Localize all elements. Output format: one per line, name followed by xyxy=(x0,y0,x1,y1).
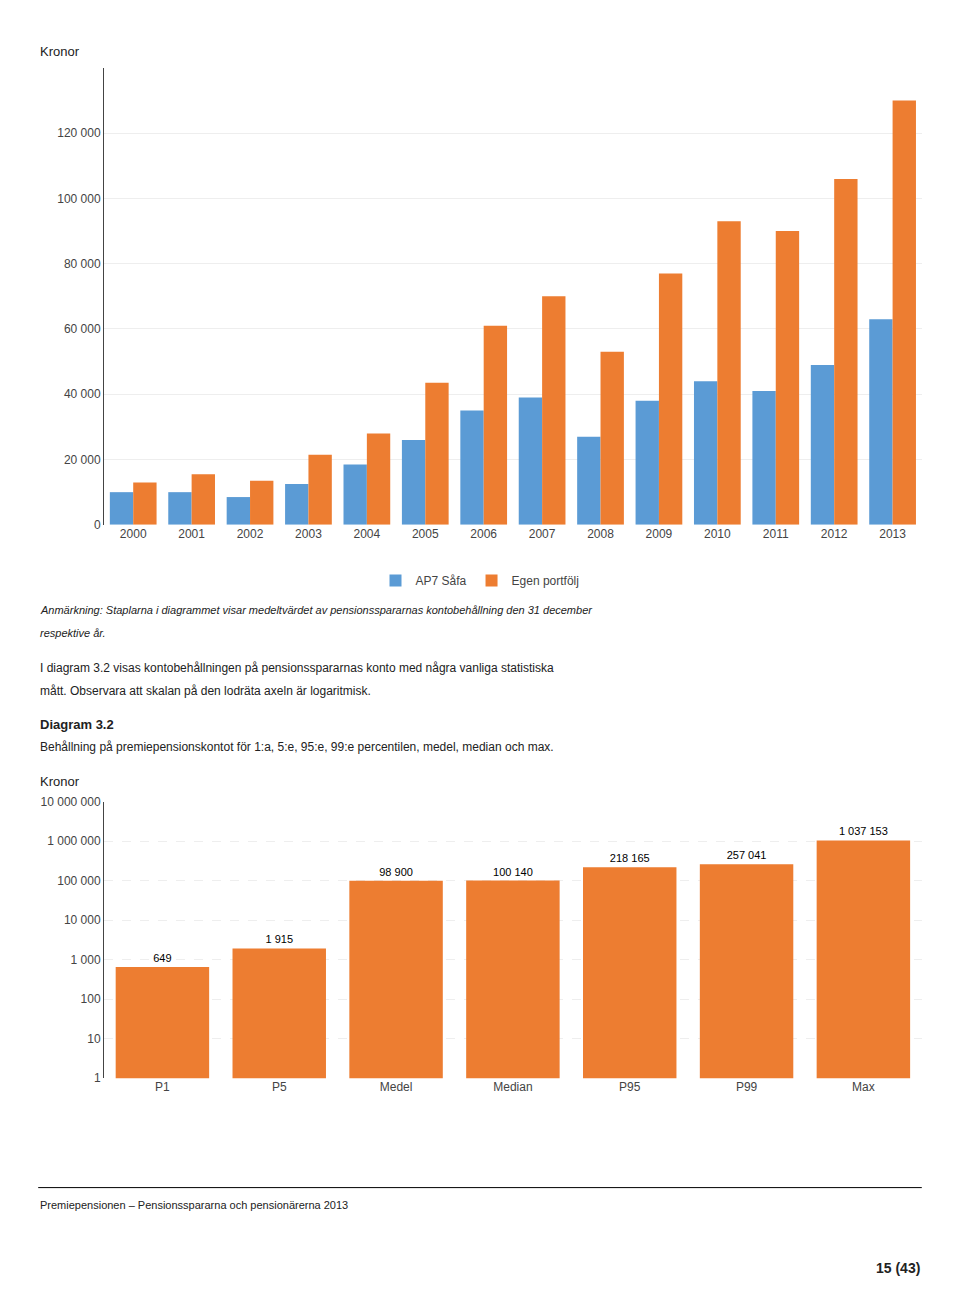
svg-text:Max: Max xyxy=(852,1080,875,1094)
svg-text:Kronor: Kronor xyxy=(40,774,80,789)
svg-text:1 000: 1 000 xyxy=(71,953,101,967)
svg-text:10 000: 10 000 xyxy=(64,913,101,927)
svg-text:10: 10 xyxy=(87,1032,101,1046)
svg-text:2013: 2013 xyxy=(879,527,906,541)
svg-text:2000: 2000 xyxy=(120,527,147,541)
svg-text:2010: 2010 xyxy=(704,527,731,541)
svg-text:mått. Observara att skalan på: mått. Observara att skalan på den lodrät… xyxy=(40,684,371,698)
svg-text:10 000 000: 10 000 000 xyxy=(41,795,101,809)
svg-text:0: 0 xyxy=(94,518,101,532)
svg-text:2012: 2012 xyxy=(821,527,848,541)
svg-text:Egen portfölj: Egen portfölj xyxy=(512,574,579,588)
svg-text:2001: 2001 xyxy=(178,527,205,541)
svg-text:2004: 2004 xyxy=(354,527,381,541)
svg-text:Diagram 3.2: Diagram 3.2 xyxy=(40,717,114,732)
svg-text:15 (43): 15 (43) xyxy=(876,1260,920,1276)
svg-text:Medel: Medel xyxy=(380,1080,413,1094)
svg-text:P95: P95 xyxy=(619,1080,641,1094)
svg-text:2005: 2005 xyxy=(412,527,439,541)
svg-text:AP7 Såfa: AP7 Såfa xyxy=(416,574,467,588)
svg-text:98 900: 98 900 xyxy=(379,866,413,878)
svg-text:respektive år.: respektive år. xyxy=(40,627,106,639)
svg-text:2006: 2006 xyxy=(470,527,497,541)
svg-text:1 000 000: 1 000 000 xyxy=(47,834,101,848)
svg-text:Premiepensionen – Pensionsspar: Premiepensionen – Pensionsspararna och p… xyxy=(40,1199,348,1211)
svg-text:1: 1 xyxy=(94,1071,101,1085)
svg-text:100: 100 xyxy=(81,992,101,1006)
svg-text:2003: 2003 xyxy=(295,527,322,541)
svg-text:218 165: 218 165 xyxy=(610,852,650,864)
svg-text:P5: P5 xyxy=(272,1080,287,1094)
svg-text:Behållning på premiepensionsko: Behållning på premiepensionskontot för 1… xyxy=(40,740,554,754)
svg-text:Kronor: Kronor xyxy=(40,44,80,59)
svg-text:P1: P1 xyxy=(155,1080,170,1094)
svg-text:Median: Median xyxy=(493,1080,532,1094)
svg-text:120 000: 120 000 xyxy=(57,126,101,140)
svg-text:P99: P99 xyxy=(736,1080,758,1094)
svg-text:2007: 2007 xyxy=(529,527,556,541)
svg-text:2011: 2011 xyxy=(763,527,789,541)
svg-text:20 000: 20 000 xyxy=(64,453,101,467)
svg-text:80 000: 80 000 xyxy=(64,257,101,271)
svg-text:2002: 2002 xyxy=(237,527,264,541)
svg-text:100 000: 100 000 xyxy=(57,874,101,888)
svg-text:649: 649 xyxy=(153,952,171,964)
svg-text:2008: 2008 xyxy=(587,527,614,541)
svg-text:2009: 2009 xyxy=(646,527,673,541)
svg-text:257 041: 257 041 xyxy=(727,849,767,861)
svg-text:I diagram 3.2 visas kontobehål: I diagram 3.2 visas kontobehållningen på… xyxy=(40,661,554,675)
svg-text:100 000: 100 000 xyxy=(57,192,101,206)
svg-text:1 915: 1 915 xyxy=(265,933,293,945)
svg-text:100 140: 100 140 xyxy=(493,866,533,878)
svg-text:1 037 153: 1 037 153 xyxy=(839,825,888,837)
svg-text:60 000: 60 000 xyxy=(64,322,101,336)
svg-text:40 000: 40 000 xyxy=(64,387,101,401)
svg-text:Anmärkning: Staplarna i diagra: Anmärkning: Staplarna i diagrammet visar… xyxy=(40,604,593,616)
